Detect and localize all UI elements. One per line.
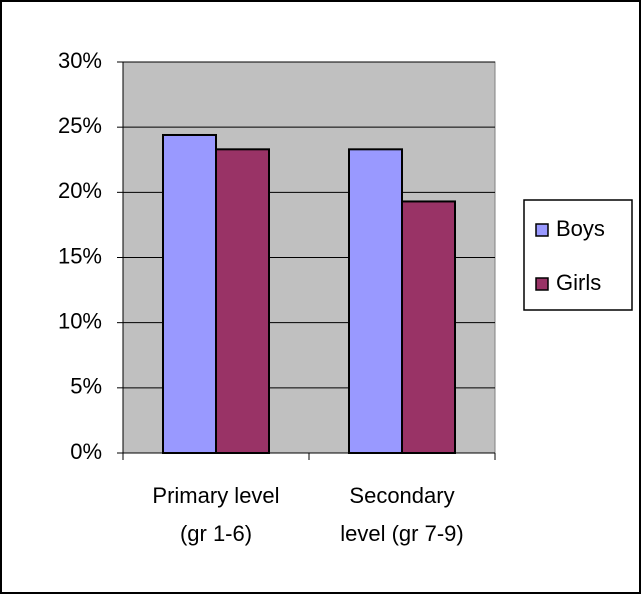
y-tick-label: 30% [58,48,102,73]
y-tick-label: 10% [58,308,102,333]
legend-label: Girls [556,270,601,295]
x-tick-label: Primary level [152,483,279,508]
y-tick-label: 5% [70,374,102,399]
x-tick-label: Secondary [349,483,454,508]
y-tick-label: 25% [58,113,102,138]
bar [401,200,456,454]
x-tick-label: (gr 1-6) [180,521,252,546]
bar [162,133,217,454]
x-tick-label: level (gr 7-9) [340,521,463,546]
bar [348,148,403,454]
legend-box [523,199,633,311]
y-tick-label: 0% [70,439,102,464]
y-tick-label: 15% [58,243,102,268]
legend-swatch [535,223,549,237]
y-tick-label: 20% [58,178,102,203]
legend-label: Boys [556,216,605,241]
legend-swatch [535,277,549,291]
bar [215,148,270,454]
